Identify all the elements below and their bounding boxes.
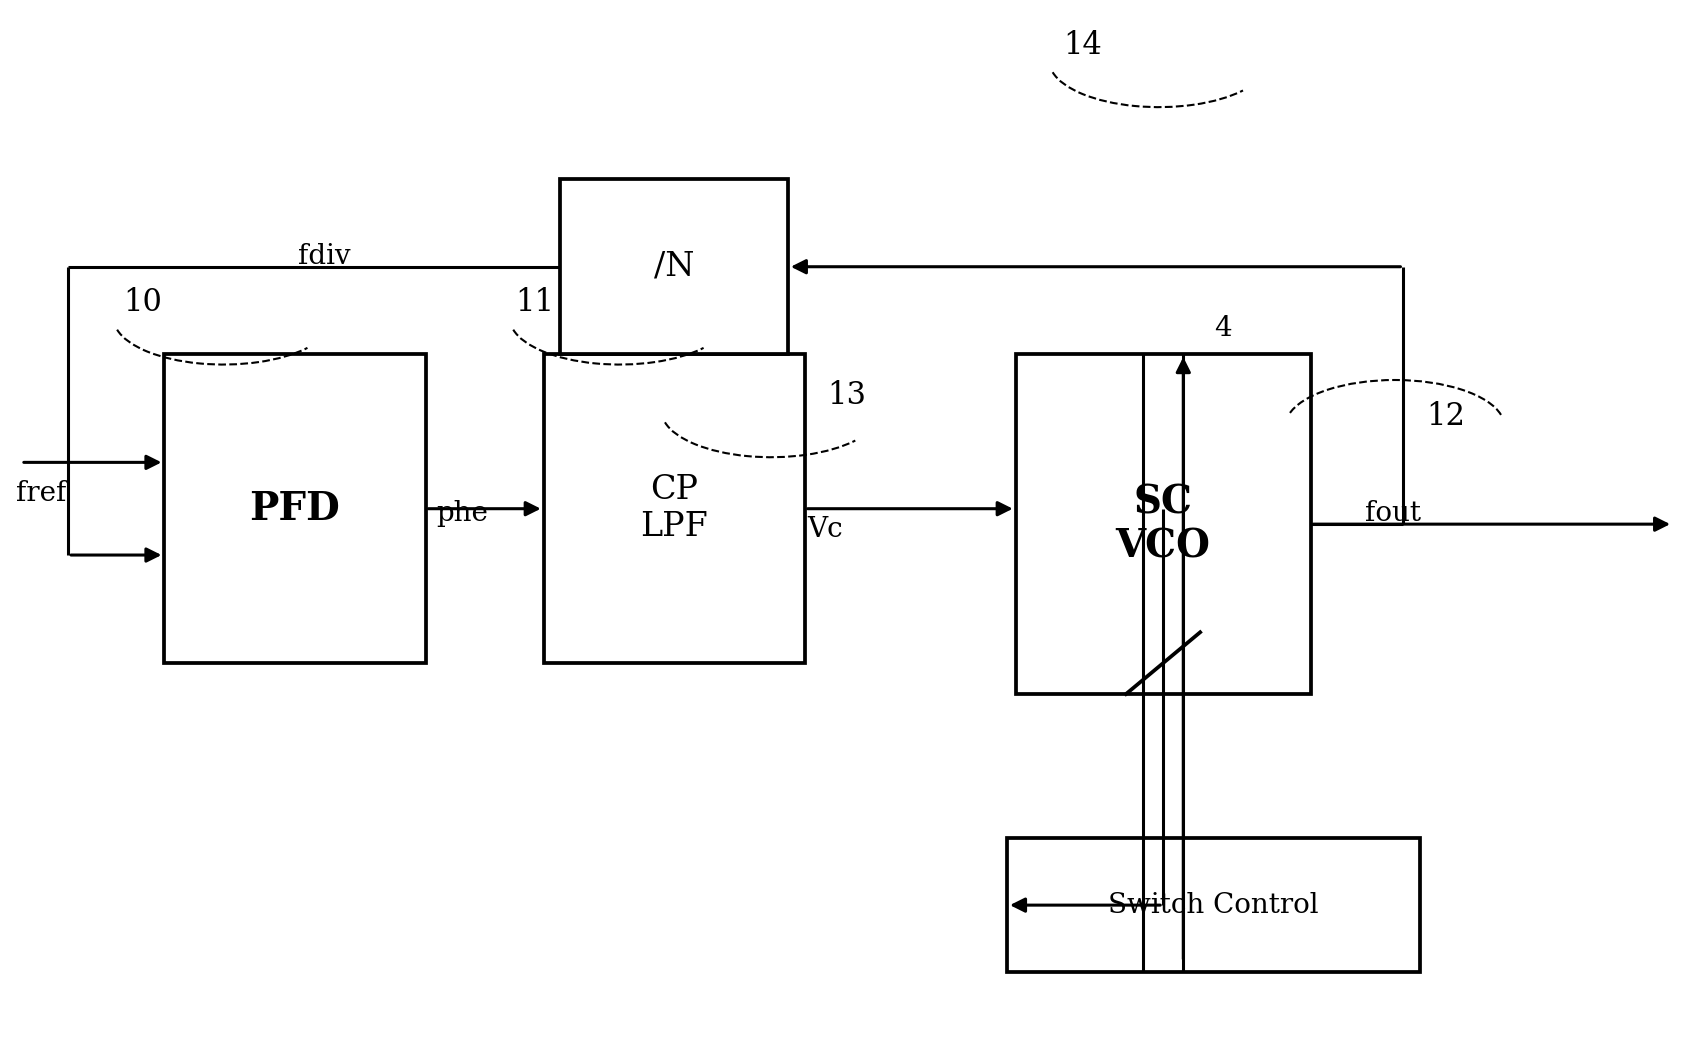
Bar (164, 354, 425, 663)
Text: PFD: PFD (249, 490, 340, 527)
Text: Vc: Vc (808, 516, 844, 543)
Bar (561, 180, 788, 354)
Bar (1016, 354, 1311, 694)
Text: 10: 10 (124, 288, 163, 319)
Text: Switch Control: Switch Control (1108, 892, 1320, 919)
Text: CP
LPF: CP LPF (640, 474, 708, 543)
Text: fout: fout (1365, 500, 1421, 527)
Text: 11: 11 (515, 288, 554, 319)
Text: fref: fref (15, 480, 66, 507)
Text: 4: 4 (1213, 315, 1232, 342)
Text: 13: 13 (827, 380, 867, 411)
Text: /N: /N (654, 251, 695, 282)
Bar (1008, 839, 1420, 972)
Text: 14: 14 (1064, 30, 1103, 61)
Text: 12: 12 (1426, 401, 1465, 432)
Text: SC
VCO: SC VCO (1116, 483, 1211, 565)
Text: fdiv: fdiv (298, 243, 351, 270)
Bar (544, 354, 805, 663)
Text: phe: phe (437, 500, 488, 527)
